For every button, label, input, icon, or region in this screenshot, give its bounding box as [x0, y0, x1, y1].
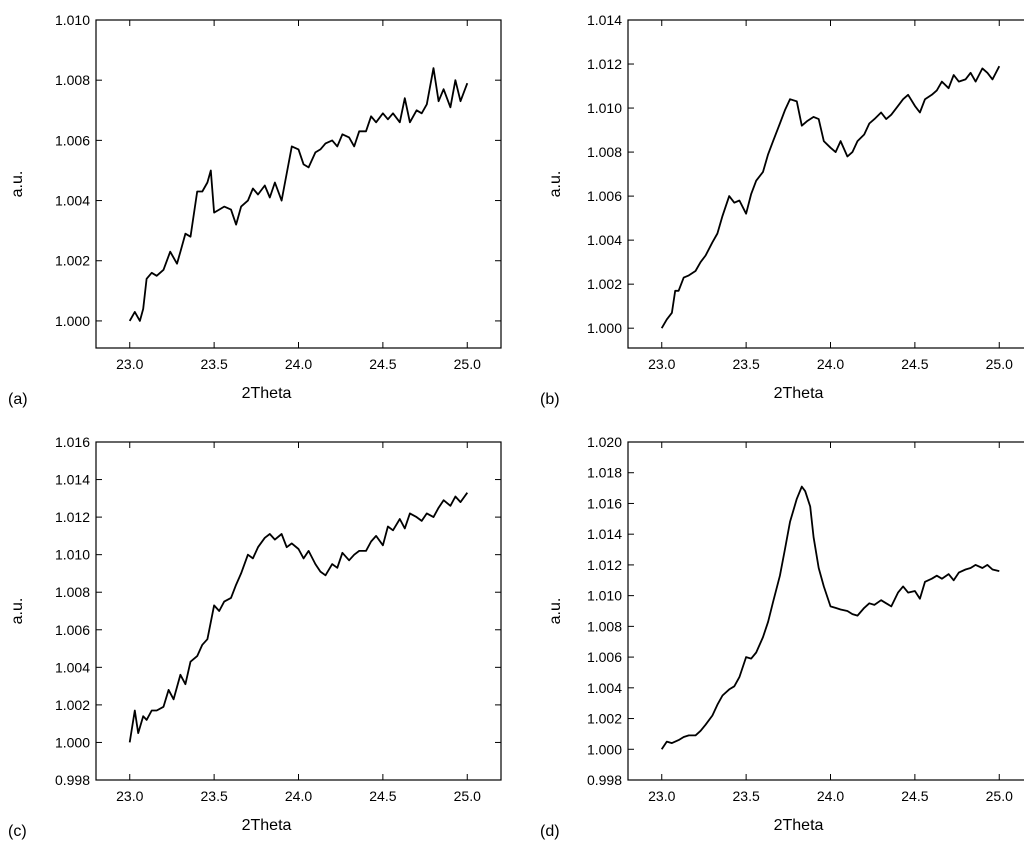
x-tick-label: 24.5 — [901, 356, 928, 372]
y-tick-label: 0.998 — [55, 772, 90, 788]
y-tick-label: 1.004 — [587, 232, 622, 248]
y-tick-label: 1.004 — [55, 193, 90, 209]
x-tick-label: 23.5 — [733, 356, 760, 372]
panel-label: (a) — [8, 391, 28, 408]
x-tick-label: 24.5 — [901, 788, 928, 804]
x-tick-label: 24.0 — [817, 356, 844, 372]
y-tick-label: 1.002 — [587, 711, 622, 727]
panel-label: (b) — [540, 391, 560, 408]
series-line — [660, 485, 1000, 750]
x-tick-label: 24.0 — [817, 788, 844, 804]
y-tick-label: 1.006 — [55, 622, 90, 638]
panel-a: 23.0 23.5 24.0 24.5 25.0 1.000 1.002 1.004 1.006… — [8, 12, 502, 408]
y-tick-label: 1.000 — [587, 741, 622, 757]
series-line — [660, 65, 1001, 329]
panel-label: (d) — [540, 823, 560, 840]
x-axis-title: 2Theta — [242, 817, 292, 834]
x-tick-label: 25.0 — [986, 356, 1013, 372]
y-axis-title: a.u. — [547, 171, 564, 198]
x-tick-label: 25.0 — [986, 788, 1013, 804]
y-tick-label: 1.008 — [55, 72, 90, 88]
plot-frame — [95, 19, 502, 349]
plot-frame — [627, 19, 1024, 349]
y-tick-label: 1.008 — [587, 144, 622, 160]
plot-frame — [627, 441, 1024, 781]
y-tick-label: 1.006 — [587, 649, 622, 665]
y-tick-label: 1.014 — [55, 472, 90, 488]
y-tick-label: 1.016 — [55, 434, 90, 450]
x-tick-label: 24.5 — [369, 788, 396, 804]
x-tick-label: 23.5 — [201, 788, 228, 804]
x-tick-label: 24.0 — [285, 356, 312, 372]
y-tick-label: 1.008 — [587, 618, 622, 634]
y-tick-label: 1.020 — [587, 434, 622, 450]
y-tick-label: 1.014 — [587, 12, 622, 28]
x-axis-title: 2Theta — [774, 817, 824, 834]
x-tick-label: 24.0 — [285, 788, 312, 804]
y-tick-label: 1.014 — [587, 526, 622, 542]
series-line — [128, 67, 469, 322]
y-tick-label: 1.012 — [587, 56, 622, 72]
y-axis-title: a.u. — [9, 171, 26, 198]
y-tick-label: 1.012 — [55, 509, 90, 525]
y-tick-label: 1.010 — [587, 100, 622, 116]
x-tick-label: 23.5 — [201, 356, 228, 372]
x-tick-label: 24.5 — [369, 356, 396, 372]
y-axis-title: a.u. — [547, 598, 564, 625]
y-tick-label: 1.006 — [587, 188, 622, 204]
y-tick-label: 1.002 — [55, 253, 90, 269]
x-tick-label: 23.0 — [648, 788, 675, 804]
x-axis-title: 2Theta — [774, 385, 824, 402]
y-tick-label: 1.012 — [587, 557, 622, 573]
y-tick-label: 1.004 — [587, 680, 622, 696]
x-tick-label: 23.0 — [648, 356, 675, 372]
x-tick-label: 23.0 — [116, 788, 143, 804]
y-tick-label: 1.006 — [55, 132, 90, 148]
series-line — [128, 492, 469, 743]
y-tick-label: 1.002 — [55, 697, 90, 713]
y-tick-label: 1.010 — [587, 588, 622, 604]
y-tick-label: 1.018 — [587, 465, 622, 481]
y-tick-label: 0.998 — [587, 772, 622, 788]
plot-frame — [95, 441, 502, 781]
y-tick-label: 1.010 — [55, 12, 90, 28]
y-tick-label: 1.000 — [587, 320, 622, 336]
panel-c: 23.0 23.5 24.0 24.5 25.0 0.998 1.000 1.002 1.004… — [8, 434, 502, 840]
panel-label: (c) — [8, 823, 27, 840]
y-tick-label: 1.008 — [55, 584, 90, 600]
panel-b: 23.0 23.5 24.0 24.5 25.0 1.000 1.002 1.004 1.006… — [540, 12, 1024, 408]
y-tick-label: 1.000 — [55, 734, 90, 750]
x-axis-title: 2Theta — [242, 385, 292, 402]
x-tick-label: 23.0 — [116, 356, 143, 372]
y-tick-label: 1.004 — [55, 659, 90, 675]
y-tick-label: 1.000 — [55, 313, 90, 329]
x-tick-label: 23.5 — [733, 788, 760, 804]
y-tick-label: 1.010 — [55, 547, 90, 563]
y-tick-label: 1.002 — [587, 276, 622, 292]
y-axis-title: a.u. — [9, 598, 26, 625]
x-tick-label: 25.0 — [454, 356, 481, 372]
x-tick-label: 25.0 — [454, 788, 481, 804]
panel-d: 23.0 23.5 24.0 24.5 25.0 0.998 1.000 1.002 1.004… — [540, 434, 1024, 840]
y-tick-label: 1.016 — [587, 495, 622, 511]
